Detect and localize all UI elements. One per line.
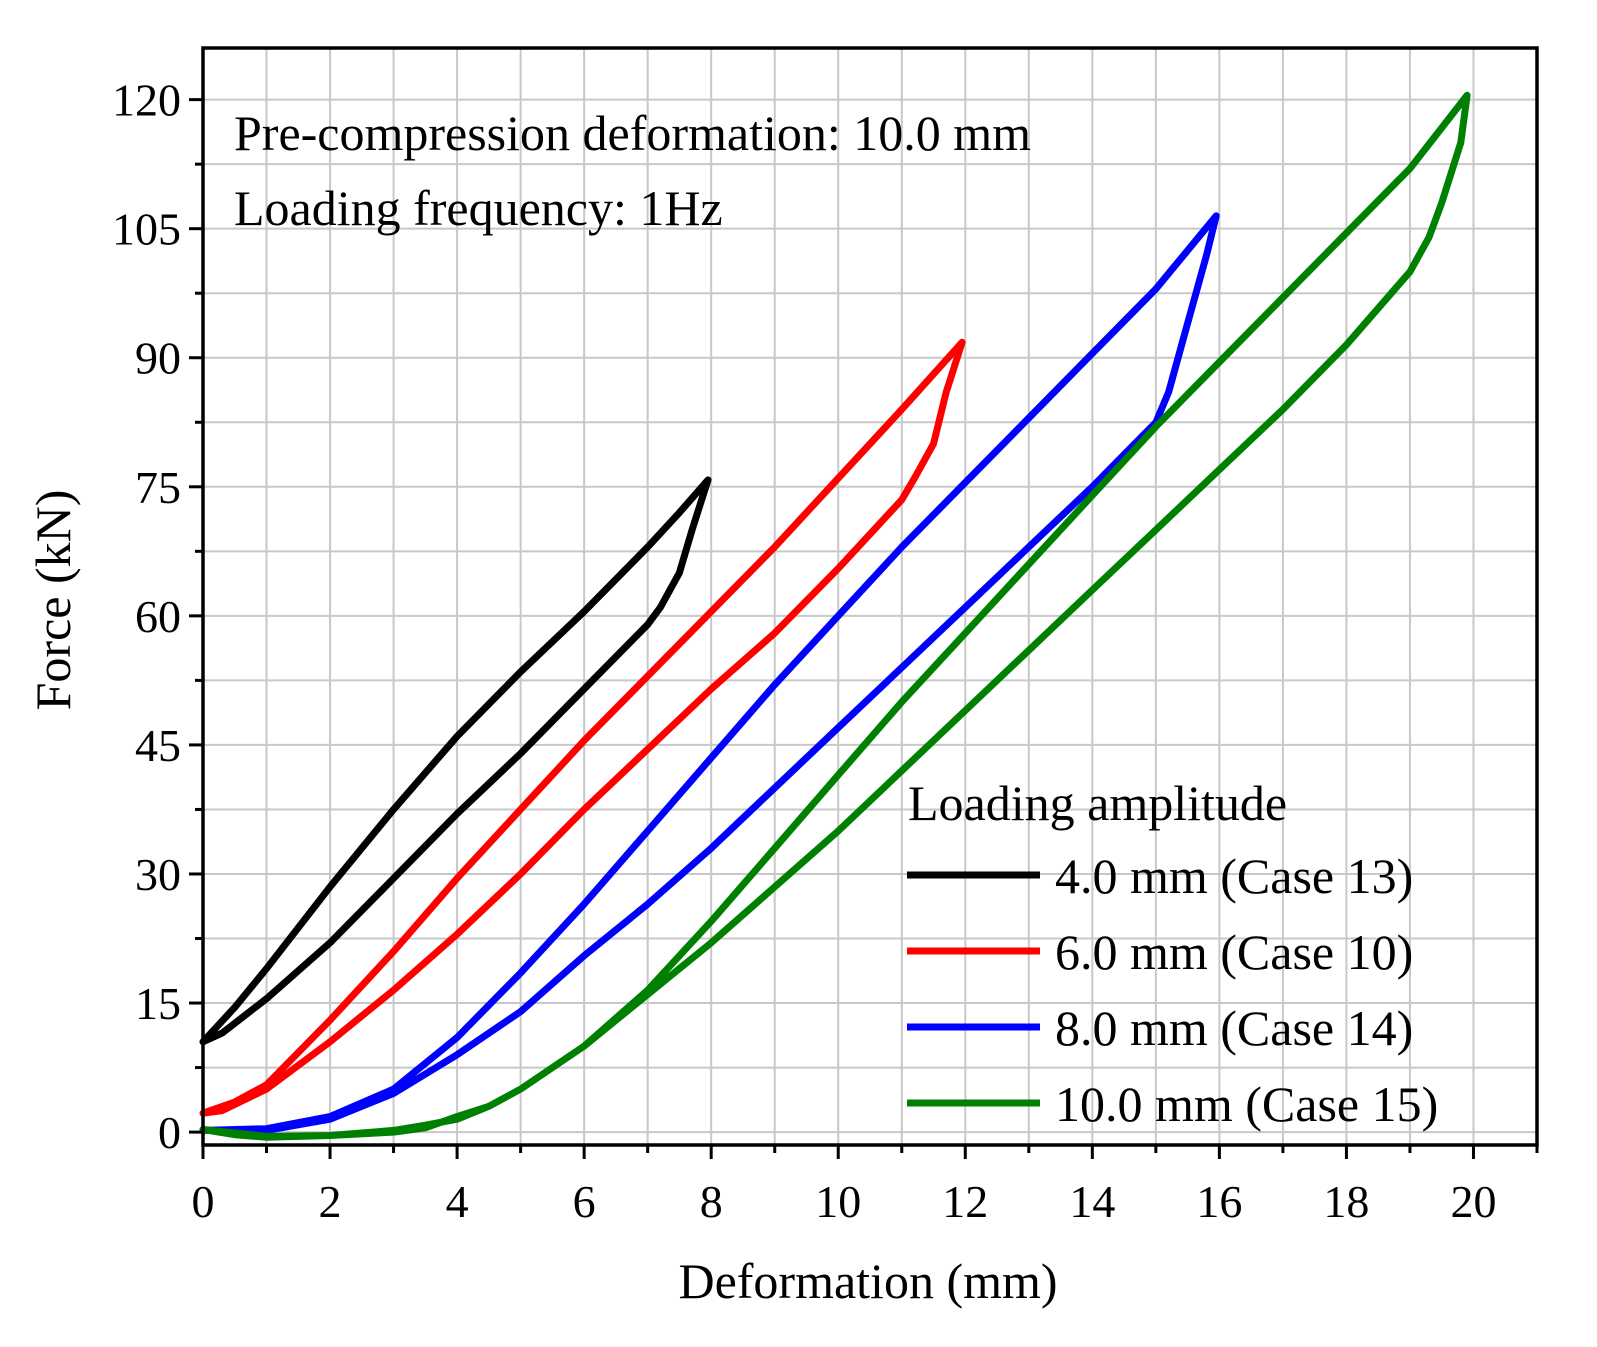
y-tick-label: 15	[135, 978, 181, 1029]
annotation-precompression: Pre-compression deformation: 10.0 mm	[234, 105, 1031, 161]
y-tick-label: 60	[135, 591, 181, 642]
y-axis-title: Force (kN)	[25, 490, 81, 711]
series-line-4	[199, 91, 1471, 1141]
x-tick-label: 12	[942, 1176, 988, 1227]
x-tick-label: 16	[1196, 1176, 1242, 1227]
tick-labels: 0 2 4 6 8 10 12 14 16 18 20 0 15 30 45 60 75 90 105 120	[112, 75, 1496, 1227]
y-tick-label: 30	[135, 849, 181, 900]
x-tick-label: 2	[319, 1176, 342, 1227]
series-line-2	[199, 338, 966, 1117]
y-tick-label: 90	[135, 333, 181, 384]
series-line-3	[199, 212, 1220, 1134]
legend-label-4: 10.0 mm (Case 15)	[1055, 1076, 1438, 1132]
x-tick-label: 18	[1323, 1176, 1369, 1227]
axis-ticks	[189, 98, 1539, 1159]
x-axis-title: Deformation (mm)	[678, 1253, 1057, 1309]
legend: Loading amplitude 4.0 mm (Case 13) 6.0 mm…	[907, 775, 1438, 1132]
legend-label-2: 6.0 mm (Case 10)	[1055, 924, 1413, 980]
plot-frame	[201, 46, 1539, 1147]
x-tick-label: 0	[192, 1176, 215, 1227]
y-tick-label: 120	[112, 75, 181, 126]
x-tick-label: 6	[573, 1176, 596, 1227]
legend-label-1: 4.0 mm (Case 13)	[1055, 848, 1413, 904]
x-tick-label: 14	[1069, 1176, 1115, 1227]
y-tick-label: 45	[135, 720, 181, 771]
grid	[203, 48, 1537, 1145]
x-tick-label: 8	[700, 1176, 723, 1227]
x-tick-label: 10	[815, 1176, 861, 1227]
x-tick-label: 4	[446, 1176, 469, 1227]
x-tick-label: 20	[1450, 1176, 1496, 1227]
annotation-frequency: Loading frequency: 1Hz	[234, 180, 723, 236]
series-layer	[199, 91, 1471, 1141]
legend-title: Loading amplitude	[908, 775, 1287, 831]
y-tick-label: 105	[112, 204, 181, 255]
series-line-1	[199, 476, 712, 1046]
legend-label-3: 8.0 mm (Case 14)	[1055, 1000, 1413, 1056]
y-tick-label: 75	[135, 462, 181, 513]
y-tick-label: 0	[158, 1107, 181, 1158]
